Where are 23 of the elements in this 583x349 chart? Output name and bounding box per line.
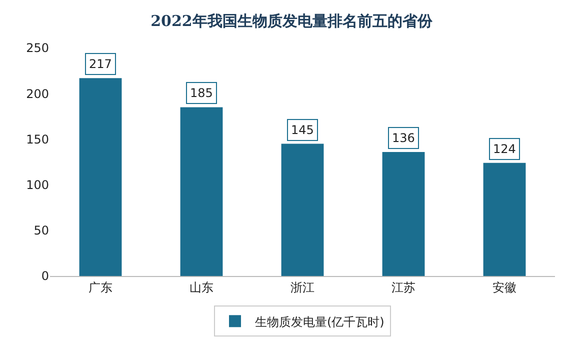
data-label: 136 xyxy=(392,131,415,145)
y-tick-label: 100 xyxy=(26,178,49,192)
y-tick-label: 0 xyxy=(41,269,49,284)
y-tick-label: 150 xyxy=(26,132,49,146)
x-tick-label: 安徽 xyxy=(492,280,516,294)
x-tick-label: 广东 xyxy=(88,280,112,294)
data-label: 124 xyxy=(493,142,516,156)
x-tick-label: 浙江 xyxy=(290,280,314,294)
x-tick-label: 江苏 xyxy=(392,280,416,294)
bar xyxy=(382,152,425,276)
data-label: 185 xyxy=(190,86,213,100)
legend-label: 生物质发电量(亿千瓦时) xyxy=(255,314,384,329)
bar xyxy=(281,144,324,276)
y-tick-label: 200 xyxy=(26,86,49,101)
data-label: 145 xyxy=(291,123,314,137)
bar xyxy=(483,162,526,276)
y-tick-label: 50 xyxy=(34,224,49,238)
y-tick-label: 250 xyxy=(26,41,49,56)
bar xyxy=(79,78,122,276)
x-tick-label: 山东 xyxy=(190,280,214,294)
data-label: 217 xyxy=(89,57,112,71)
bar xyxy=(180,107,223,276)
chart-title: 2022年我国生物质发电量排名前五的省份 xyxy=(150,12,434,30)
